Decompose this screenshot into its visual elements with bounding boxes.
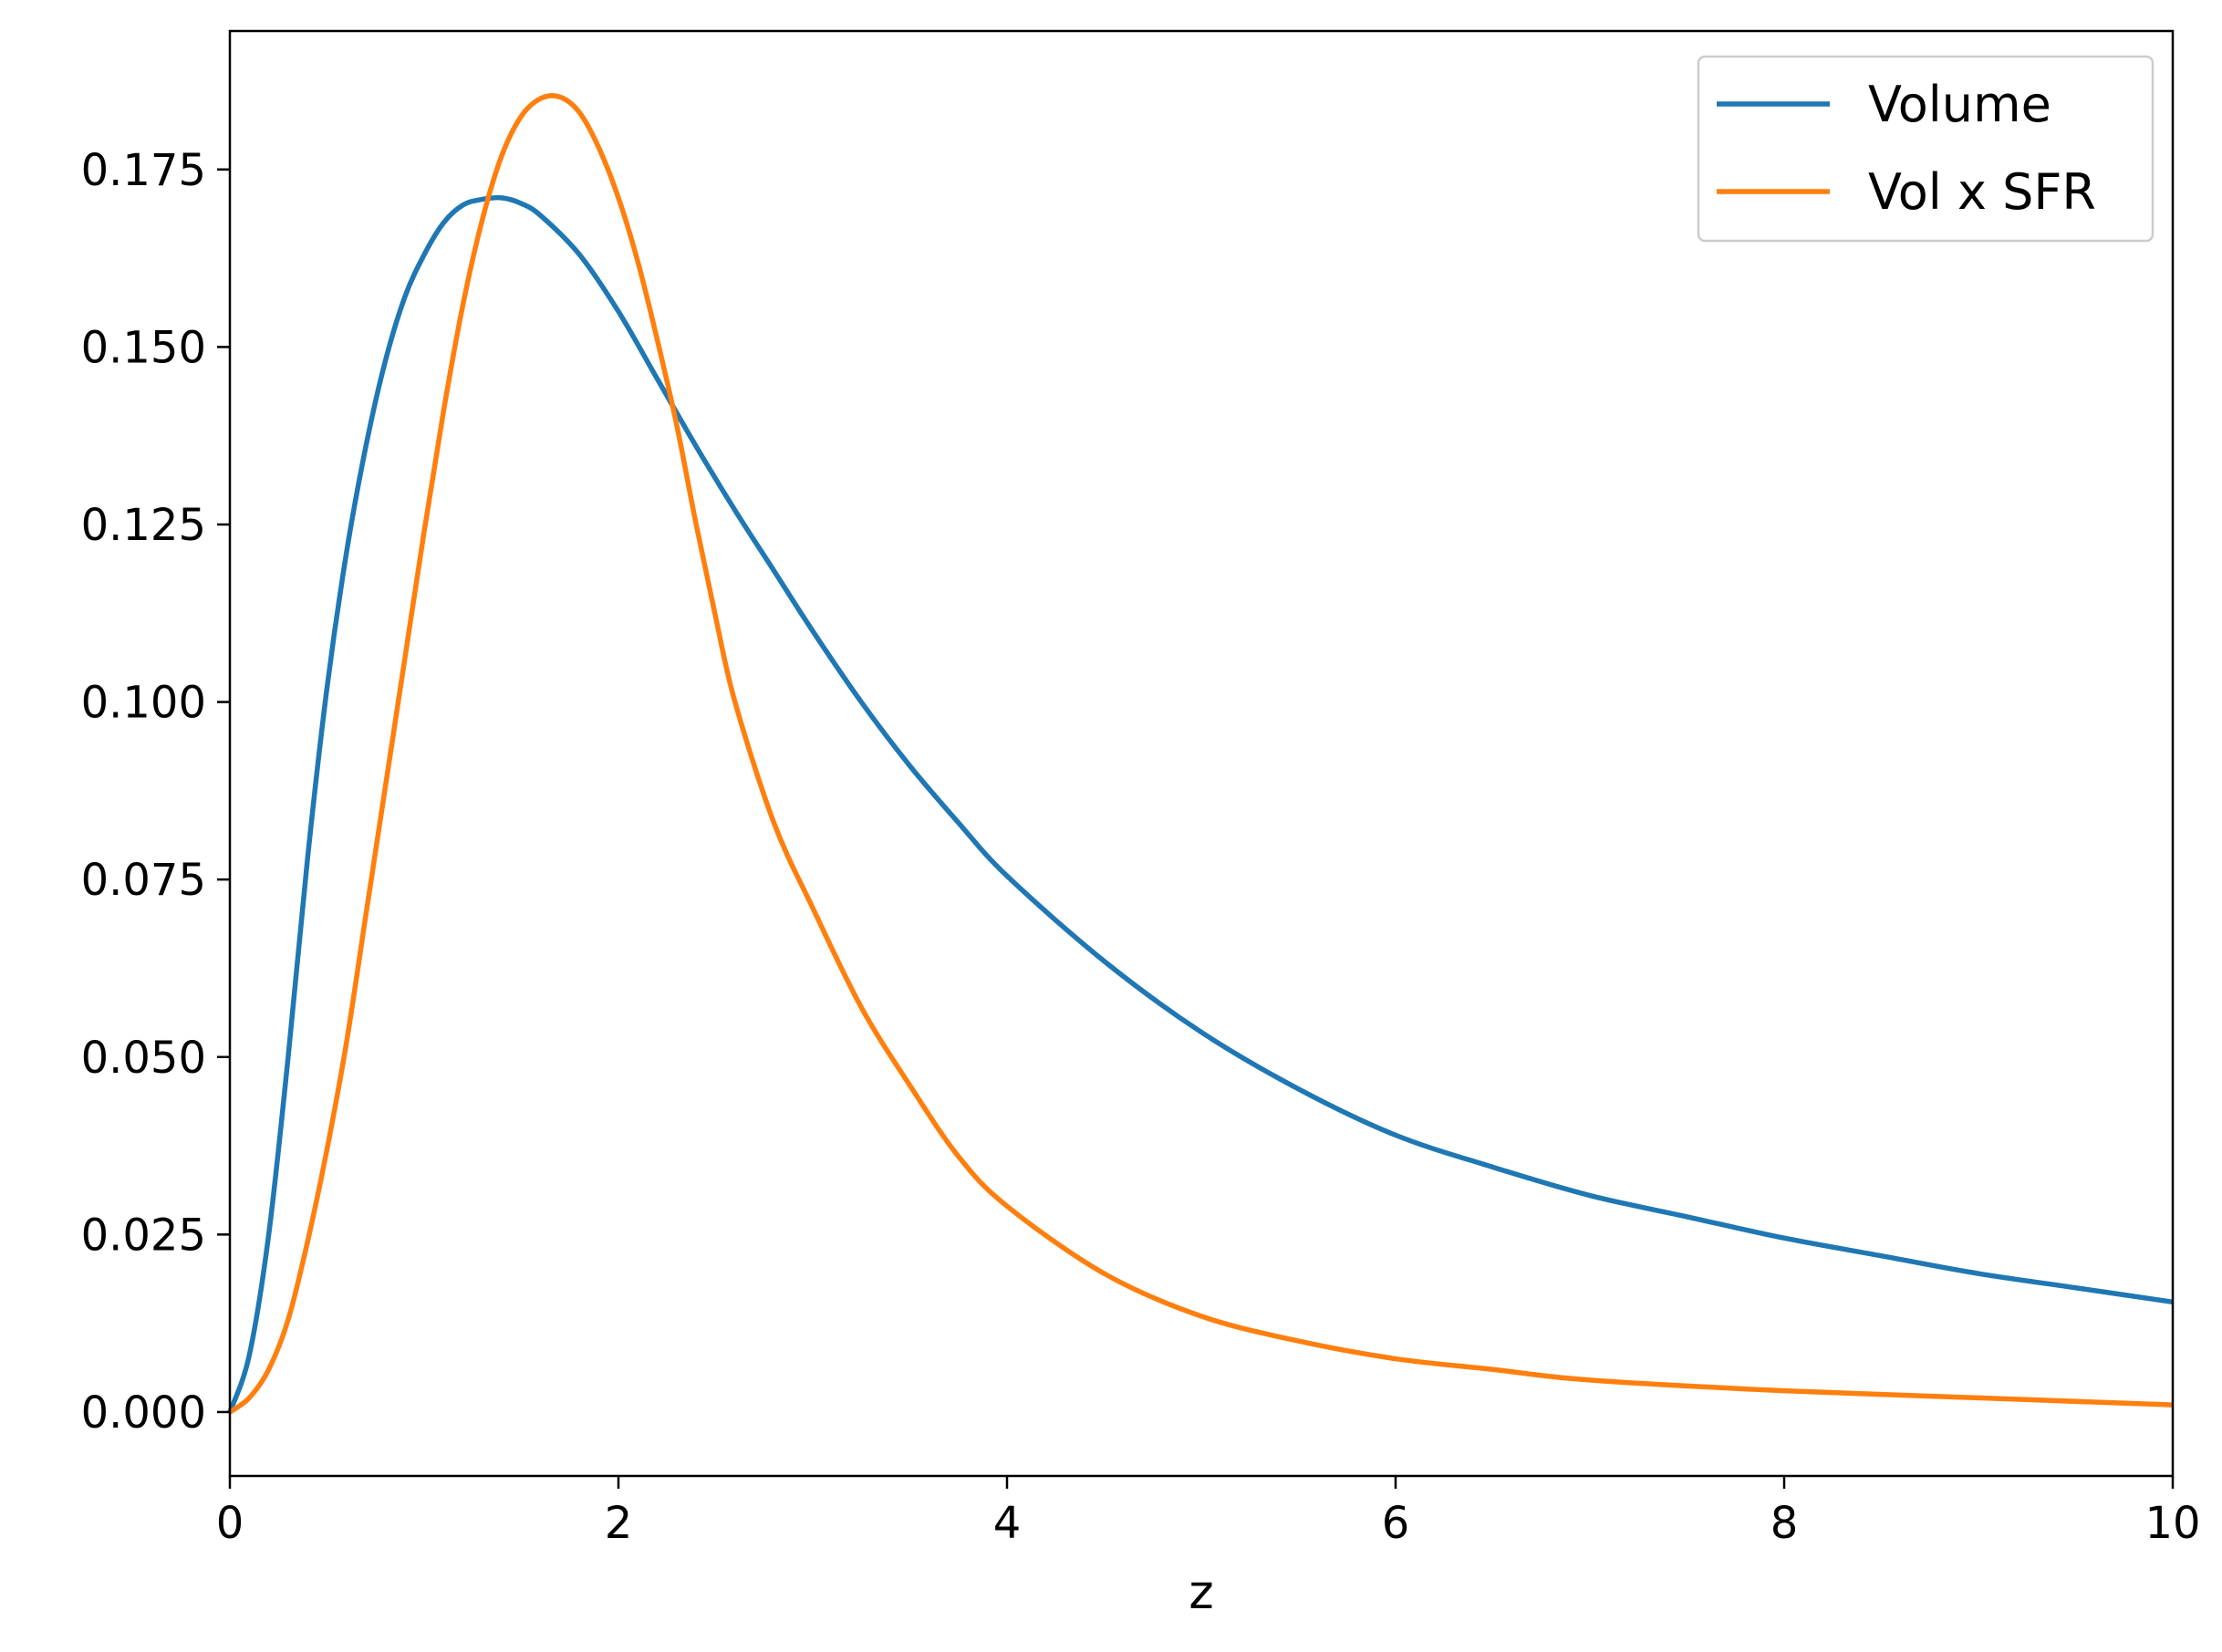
y-tick-label: 0.150 xyxy=(81,322,206,373)
series-line-1 xyxy=(227,194,2174,1413)
y-tick-label: 0.000 xyxy=(81,1387,206,1439)
x-tick-label: 6 xyxy=(1382,1498,1410,1549)
y-tick-label: 0.025 xyxy=(81,1210,206,1261)
x-tick-label: 8 xyxy=(1770,1498,1799,1549)
x-tick-label: 4 xyxy=(993,1498,1022,1549)
x-tick-label: 0 xyxy=(216,1498,244,1549)
y-tick-label: 0.050 xyxy=(81,1033,206,1084)
plot-frame xyxy=(228,29,2175,1478)
x-tick-label: 10 xyxy=(2144,1498,2200,1549)
y-tick-label: 0.125 xyxy=(81,500,206,551)
series-layer xyxy=(227,93,2174,1415)
legend: Volume Vol x SFR xyxy=(1697,55,2155,243)
y-axis: 0.000 0.025 0.050 0.075 0.100 0.125 0.150 0.175 xyxy=(81,145,230,1439)
x-axis: 0 2 4 6 8 10 xyxy=(216,1476,2201,1549)
legend-label: Volume xyxy=(1868,76,2051,133)
y-tick-label: 0.075 xyxy=(81,855,206,906)
y-tick-label: 0.175 xyxy=(81,145,206,196)
x-axis-title: z xyxy=(1189,1565,1213,1620)
y-tick-label: 0.100 xyxy=(81,678,206,729)
series-line-2 xyxy=(228,93,2174,1415)
legend-label: Vol x SFR xyxy=(1868,163,2096,221)
x-tick-label: 2 xyxy=(605,1498,633,1549)
